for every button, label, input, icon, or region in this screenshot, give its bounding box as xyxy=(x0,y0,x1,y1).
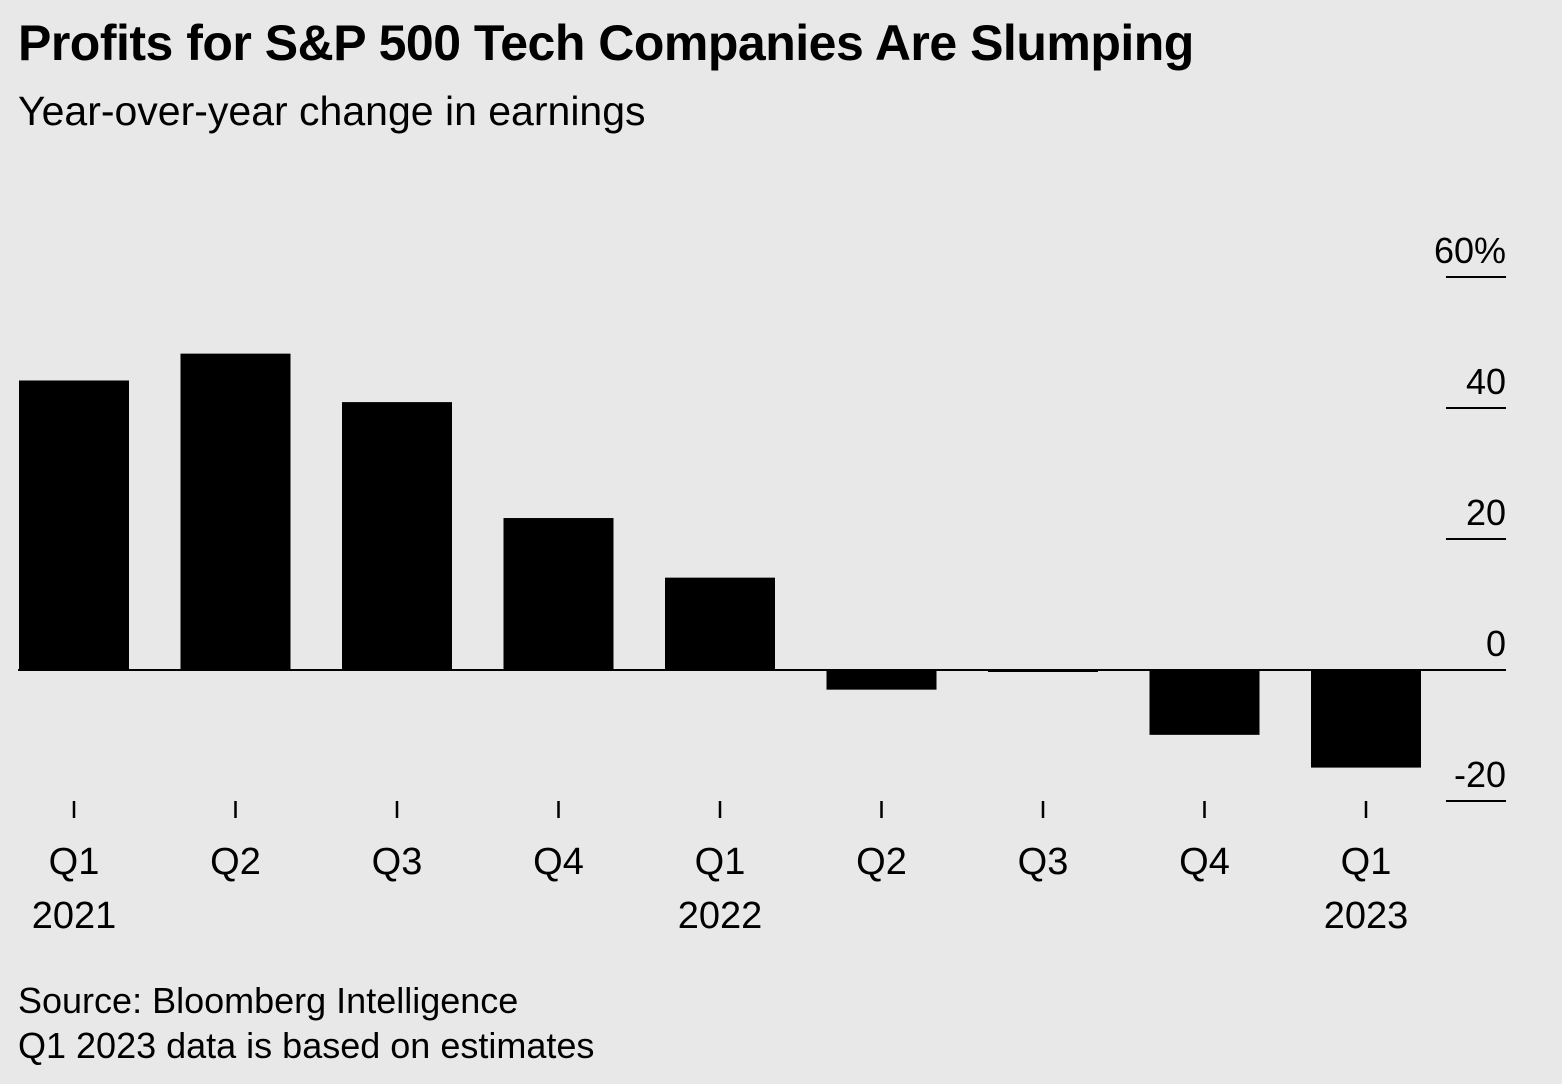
x-tick-label: Q2 xyxy=(210,841,261,883)
x-tick-label: Q1 xyxy=(49,841,100,883)
x-tick-label: Q1 xyxy=(1341,841,1392,883)
y-tick-label: 20 xyxy=(1466,492,1506,533)
y-tick-label: -20 xyxy=(1454,754,1506,795)
chart-subtitle: Year-over-year change in earnings xyxy=(18,88,646,134)
x-tick-label: Q3 xyxy=(1018,841,1069,883)
x-tick-label: Q4 xyxy=(533,841,584,883)
bar xyxy=(826,670,937,690)
x-tick-label: Q2 xyxy=(856,841,907,883)
bar xyxy=(180,353,291,670)
bar xyxy=(1149,670,1260,735)
x-tick-label: Q4 xyxy=(1179,841,1230,883)
y-tick-label: 60% xyxy=(1434,230,1506,271)
x-year-label: 2022 xyxy=(678,895,763,937)
bar xyxy=(665,577,775,670)
bar xyxy=(1311,670,1421,768)
y-tick-label: 40 xyxy=(1466,361,1506,402)
bar xyxy=(19,380,129,670)
x-year-label: 2021 xyxy=(32,895,117,937)
y-tick-label: 0 xyxy=(1486,623,1506,664)
bar xyxy=(503,518,614,670)
x-tick-label: Q3 xyxy=(372,841,423,883)
bar xyxy=(342,402,452,670)
x-year-label: 2023 xyxy=(1324,895,1409,937)
estimate-note: Q1 2023 data is based on estimates xyxy=(18,1025,595,1066)
chart-title: Profits for S&P 500 Tech Companies Are S… xyxy=(18,15,1194,71)
x-tick-label: Q1 xyxy=(695,841,746,883)
source-note: Source: Bloomberg Intelligence xyxy=(18,980,519,1021)
